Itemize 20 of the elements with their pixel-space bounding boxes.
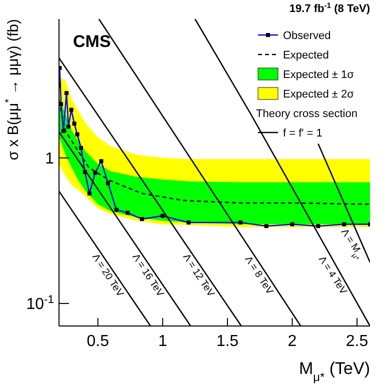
- chart-title: 19.7 fb$^{-1}$ (8 TeV): [289, 0, 370, 15]
- x-axis-title: M$_{μ*}$ (TeV): [299, 359, 370, 384]
- annotation: CMS: [73, 32, 111, 51]
- annotation: Λ = 12 TeV: [180, 252, 216, 300]
- legend-label: Expected ± 2σ: [283, 88, 354, 100]
- annotation: Λ = 16 TeV: [130, 252, 166, 300]
- annotation: Theory cross section: [256, 108, 358, 120]
- x-tick-label: 0.5: [86, 333, 110, 350]
- x-tick-label: 2: [288, 333, 297, 350]
- x-tick-label: 2.5: [346, 333, 368, 350]
- annotation: Λ = 8 TeV: [242, 254, 276, 297]
- legend-label: Observed: [283, 30, 331, 42]
- y-tick-label: 10$^{-1}$: [26, 294, 54, 314]
- annotation: f = f' = 1: [283, 127, 322, 140]
- legend-label: Expected: [283, 49, 329, 62]
- annotation: Λ = 20 TeV: [90, 252, 126, 300]
- x-tick-label: 1.5: [216, 333, 239, 350]
- x-tick-label: 1: [158, 333, 168, 350]
- annotation: Λ = 4 TeV: [316, 254, 349, 297]
- legend-label: Expected ± 1σ: [283, 68, 354, 81]
